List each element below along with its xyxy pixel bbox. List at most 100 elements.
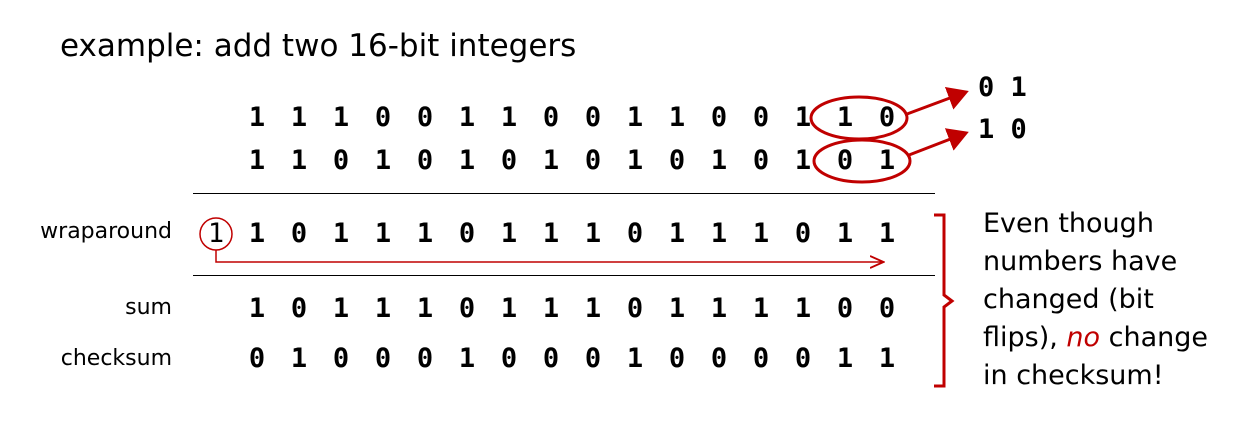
bit-sum-11: 1 [710,293,728,324]
bit-sum-10: 1 [668,293,686,324]
bit-wraparound-1: 0 [290,218,308,249]
bit-checksum-12: 0 [752,343,770,374]
bit-wraparound-5: 0 [458,218,476,249]
flipped-bits-top: 0 1 [978,72,1027,103]
flip-arrow-bottom [908,128,969,157]
bit-sum-15: 0 [878,293,896,324]
bit-wraparound-4: 1 [416,218,434,249]
sum-label: sum [125,295,172,320]
bit-b-1: 1 [290,145,308,176]
bit-wraparound-12: 1 [752,218,770,249]
bit-checksum-10: 0 [668,343,686,374]
note-line-5: in checksum! [983,360,1164,391]
note-line-4-post: change [1100,322,1209,353]
bit-wraparound-3: 1 [374,218,392,249]
bit-checksum-0: 0 [248,343,266,374]
bit-b-7: 1 [542,145,560,176]
bit-b-6: 0 [500,145,518,176]
bit-checksum-8: 0 [584,343,602,374]
bit-sum-0: 1 [248,293,266,324]
note-line-1: Even though [983,208,1154,239]
wraparound-carry-bit: 1 [207,218,225,249]
bit-b-5: 1 [458,145,476,176]
bit-wraparound-9: 0 [626,218,644,249]
bit-b-9: 1 [626,145,644,176]
bit-a-8: 0 [584,102,602,133]
bit-checksum-2: 0 [332,343,350,374]
bit-a-13: 1 [794,102,812,133]
bit-sum-4: 1 [416,293,434,324]
bit-sum-1: 0 [290,293,308,324]
bit-sum-13: 1 [794,293,812,324]
bit-wraparound-13: 0 [794,218,812,249]
note-emphasis-no: no [1066,322,1101,353]
flipped-bits-bottom: 1 0 [978,114,1027,145]
note-line-4-pre: flips), [983,322,1067,353]
bit-b-10: 0 [668,145,686,176]
bit-b-2: 0 [332,145,350,176]
wraparound-arrow [215,250,882,262]
bit-wraparound-6: 1 [500,218,518,249]
bit-b-14: 0 [836,145,854,176]
bit-sum-3: 1 [374,293,392,324]
title: example: add two 16-bit integers [60,28,577,64]
sum-divider-bottom [193,275,935,276]
sum-divider-top [193,193,935,194]
bit-a-2: 1 [332,102,350,133]
bit-checksum-9: 1 [626,343,644,374]
bit-sum-14: 0 [836,293,854,324]
bit-checksum-11: 0 [710,343,728,374]
bit-b-8: 0 [584,145,602,176]
bit-checksum-13: 0 [794,343,812,374]
wraparound-label: wraparound [40,219,172,244]
bit-a-4: 0 [416,102,434,133]
bit-a-0: 1 [248,102,266,133]
bit-checksum-1: 1 [290,343,308,374]
bit-a-3: 0 [374,102,392,133]
bit-checksum-14: 1 [836,343,854,374]
bit-a-15: 0 [878,102,896,133]
bit-b-15: 1 [878,145,896,176]
bit-wraparound-7: 1 [542,218,560,249]
bit-b-12: 0 [752,145,770,176]
bit-b-13: 1 [794,145,812,176]
bit-checksum-4: 0 [416,343,434,374]
bit-checksum-5: 1 [458,343,476,374]
bit-a-12: 0 [752,102,770,133]
bit-sum-6: 1 [500,293,518,324]
bit-b-0: 1 [248,145,266,176]
bit-wraparound-10: 1 [668,218,686,249]
bit-a-1: 1 [290,102,308,133]
bit-a-5: 1 [458,102,476,133]
bit-sum-12: 1 [752,293,770,324]
bit-a-7: 0 [542,102,560,133]
flip-arrow-top [906,87,969,116]
bit-sum-8: 1 [584,293,602,324]
bit-a-10: 1 [668,102,686,133]
note-line-4: flips), no change [983,319,1208,357]
bit-checksum-6: 0 [500,343,518,374]
bit-sum-2: 1 [332,293,350,324]
checksum-label: checksum [60,346,172,371]
bit-a-6: 1 [500,102,518,133]
bit-a-14: 1 [836,102,854,133]
bit-wraparound-8: 1 [584,218,602,249]
bit-wraparound-0: 1 [248,218,266,249]
bit-b-3: 1 [374,145,392,176]
bit-b-4: 0 [416,145,434,176]
bit-checksum-7: 0 [542,343,560,374]
bit-sum-9: 0 [626,293,644,324]
bit-wraparound-11: 1 [710,218,728,249]
bit-sum-7: 1 [542,293,560,324]
bit-wraparound-15: 1 [878,218,896,249]
bit-b-11: 1 [710,145,728,176]
bit-wraparound-2: 1 [332,218,350,249]
note-line-2: numbers have [983,246,1178,277]
explanation-note: Even though numbers have changed (bit fl… [983,205,1208,395]
bit-a-11: 0 [710,102,728,133]
carry-circle [199,217,233,251]
changed-bits-ellipse-bottom [812,138,912,184]
note-line-3: changed (bit [983,284,1154,315]
bit-wraparound-14: 1 [836,218,854,249]
